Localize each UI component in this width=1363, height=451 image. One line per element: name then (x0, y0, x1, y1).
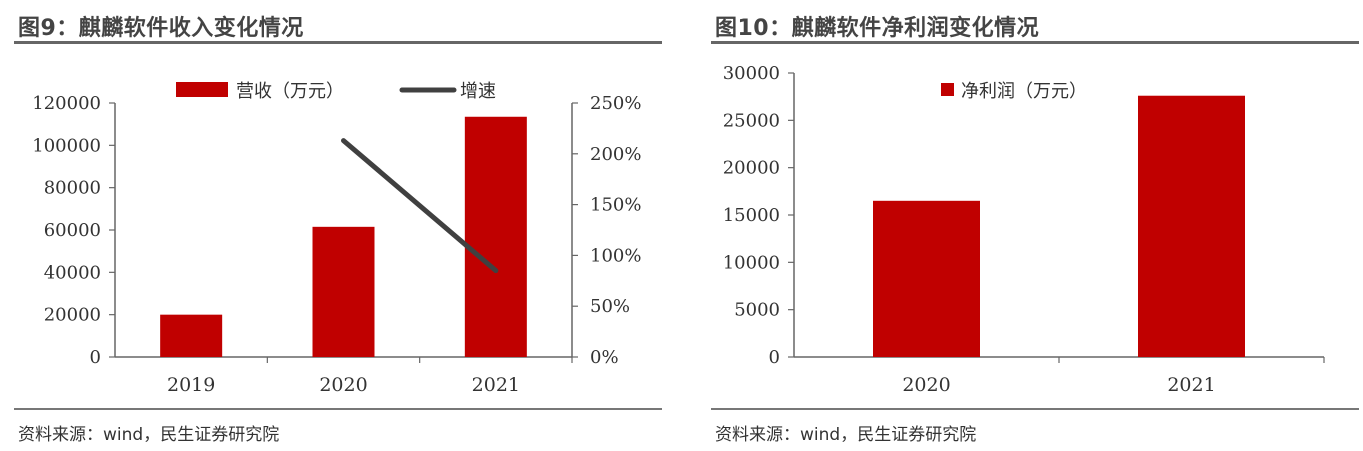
y-tick-label: 60000 (44, 220, 101, 241)
chart1-source: 资料来源：wind，民生证券研究院 (18, 425, 280, 445)
chart2-source: 资料来源：wind，民生证券研究院 (715, 425, 977, 445)
y-tick-label: 5000 (734, 300, 780, 321)
x-category-label: 2020 (902, 374, 950, 396)
chart1-title-rule (14, 41, 662, 44)
y-tick-label: 10000 (723, 252, 780, 273)
chart1-figure-title: 图9：麒麟软件收入变化情况 (18, 16, 304, 41)
y2-tick-label: 250% (590, 93, 641, 114)
y-tick-label: 120000 (32, 93, 101, 114)
revenue-chart-panel: 图9：麒麟软件收入变化情况 0 20000 40000 60000 80000 10000… (0, 0, 670, 451)
x-category-label: 2021 (1167, 374, 1215, 396)
growth-line (341, 138, 499, 274)
y-tick-label: 20000 (44, 305, 101, 326)
y-tick-label: 0 (90, 347, 101, 368)
revenue-bar (464, 116, 527, 357)
y-tick-label: 30000 (723, 63, 780, 84)
x-category-label: 2021 (472, 374, 520, 396)
legend-bar-label: 净利润（万元） (961, 81, 1087, 102)
legend-bar-swatch (176, 82, 228, 97)
revenue-bar (160, 314, 223, 357)
net-profit-bar (873, 200, 980, 357)
y2-tick-label: 150% (590, 195, 641, 216)
y-tick-label: 15000 (723, 205, 780, 226)
chart2-title-rule (711, 41, 1359, 44)
x-category-label: 2020 (319, 374, 367, 396)
y2-tick-label: 50% (590, 296, 630, 317)
legend-bar-label: 营收（万元） (236, 81, 344, 102)
x-category-label: 2019 (167, 374, 215, 396)
y-tick-label: 40000 (44, 262, 101, 283)
y-tick-label: 100000 (32, 135, 101, 156)
net-profit-bar (1138, 95, 1245, 357)
revenue-chart: 0 20000 40000 60000 80000 100000 120000 0% 50% 10… (32, 81, 641, 396)
y2-tick-label: 100% (590, 245, 641, 266)
y-tick-label: 0 (769, 347, 780, 368)
net-profit-chart-panel: 图10：麒麟软件净利润变化情况 0 5000 10000 15000 20000 2500… (697, 0, 1363, 451)
y-tick-label: 80000 (44, 178, 101, 199)
revenue-bar (312, 226, 375, 357)
y2-tick-label: 0% (590, 347, 619, 368)
chart2-figure-title: 图10：麒麟软件净利润变化情况 (715, 16, 1040, 41)
y-tick-label: 25000 (723, 110, 780, 131)
chart2-source-rule (711, 408, 1359, 410)
y2-tick-label: 200% (590, 144, 641, 165)
legend-bar-swatch (941, 83, 954, 96)
net-profit-chart: 0 5000 10000 15000 20000 25000 30000 2020 2021 净利… (723, 63, 1325, 396)
y-tick-label: 20000 (723, 158, 780, 179)
chart1-source-rule (14, 408, 662, 410)
legend-line-label: 增速 (460, 81, 496, 102)
